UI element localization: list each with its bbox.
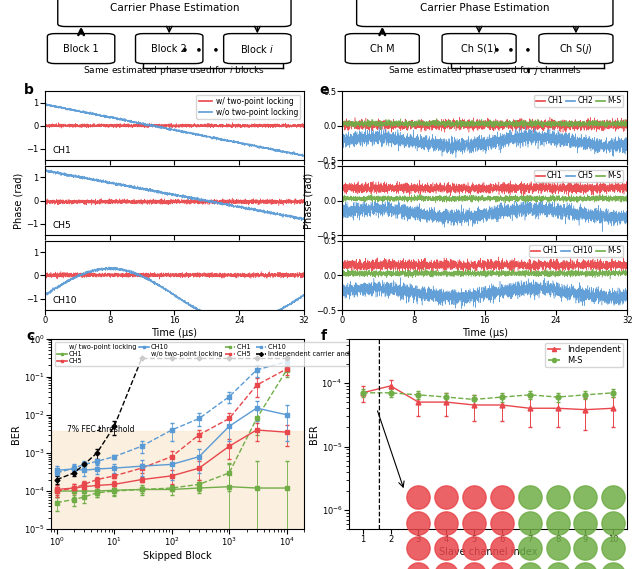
Text: e: e: [319, 83, 329, 97]
Text: f: f: [321, 329, 327, 343]
Point: [441, 493, 451, 502]
Text: Same estimated phase used for $j$ channels: Same estimated phase used for $j$ channe…: [388, 64, 582, 77]
Point: [580, 543, 591, 552]
Text: Ch M: Ch M: [370, 44, 395, 53]
Point: [441, 518, 451, 527]
Legend: Independent, M-S: Independent, M-S: [545, 343, 623, 368]
FancyBboxPatch shape: [345, 34, 419, 64]
Point: [497, 518, 507, 527]
Legend: CH1, CH5, M-S: CH1, CH5, M-S: [534, 170, 623, 182]
Point: [497, 543, 507, 552]
FancyBboxPatch shape: [539, 34, 613, 64]
Text: Ch S($j$): Ch S($j$): [559, 42, 593, 56]
Point: [608, 543, 618, 552]
Text: Ch S(1): Ch S(1): [461, 44, 497, 53]
Legend: w/ two-point locking, w/o two-point locking: w/ two-point locking, w/o two-point lock…: [196, 95, 300, 119]
Point: [525, 493, 535, 502]
Point: [441, 543, 451, 552]
Text: Same estimated phase used for $i$ blocks: Same estimated phase used for $i$ blocks: [83, 64, 266, 77]
Point: [469, 493, 479, 502]
X-axis label: Time (μs): Time (μs): [462, 328, 508, 338]
X-axis label: Time (μs): Time (μs): [152, 328, 197, 338]
Point: [413, 518, 424, 527]
X-axis label: Slave channel index: Slave channel index: [439, 547, 537, 557]
Text: Block 2: Block 2: [151, 44, 187, 53]
Y-axis label: BER: BER: [11, 424, 21, 444]
Text: 7% FEC threshold: 7% FEC threshold: [67, 426, 134, 435]
Text: Carrier Phase Estimation: Carrier Phase Estimation: [420, 3, 550, 14]
Point: [469, 543, 479, 552]
X-axis label: Skipped Block: Skipped Block: [143, 551, 212, 560]
Legend: CH1, CH10, M-S: CH1, CH10, M-S: [529, 245, 623, 257]
Point: [525, 518, 535, 527]
Y-axis label: Phase (rad): Phase (rad): [303, 172, 313, 229]
Point: [552, 518, 563, 527]
FancyBboxPatch shape: [58, 0, 291, 27]
Point: [413, 493, 424, 502]
FancyBboxPatch shape: [356, 0, 613, 27]
Text: CH1: CH1: [52, 146, 71, 155]
Text: CH5: CH5: [52, 221, 71, 230]
Y-axis label: BER: BER: [308, 424, 319, 444]
Point: [525, 543, 535, 552]
Point: [580, 518, 591, 527]
Text: CH10: CH10: [52, 295, 77, 304]
Text: b: b: [24, 83, 34, 97]
FancyBboxPatch shape: [223, 34, 291, 64]
Legend: CH1, CH2, M-S: CH1, CH2, M-S: [534, 95, 623, 107]
Text: Carrier Phase Estimation: Carrier Phase Estimation: [109, 3, 239, 14]
Point: [469, 518, 479, 527]
Text: Block 1: Block 1: [63, 44, 99, 53]
Point: [497, 493, 507, 502]
Y-axis label: Phase (rad): Phase (rad): [13, 172, 24, 229]
FancyBboxPatch shape: [136, 34, 203, 64]
Text: $\bullet\ \bullet\ \bullet$: $\bullet\ \bullet\ \bullet$: [492, 42, 531, 55]
Text: Block $i$: Block $i$: [240, 43, 275, 55]
Text: $\bullet\ \bullet\ \bullet$: $\bullet\ \bullet\ \bullet$: [180, 42, 218, 55]
Text: c: c: [26, 329, 34, 343]
Point: [580, 493, 591, 502]
Point: [552, 543, 563, 552]
Point: [608, 518, 618, 527]
Point: [608, 493, 618, 502]
Point: [552, 493, 563, 502]
FancyBboxPatch shape: [442, 34, 516, 64]
FancyBboxPatch shape: [47, 34, 115, 64]
Legend: w/ two-point locking, CH1, CH5, CH10, w/o two-point locking, CH1 , CH5 , CH10 , : w/ two-point locking, CH1, CH5, CH10, w/…: [54, 342, 362, 366]
Bar: [51, 431, 304, 529]
Point: [413, 543, 424, 552]
